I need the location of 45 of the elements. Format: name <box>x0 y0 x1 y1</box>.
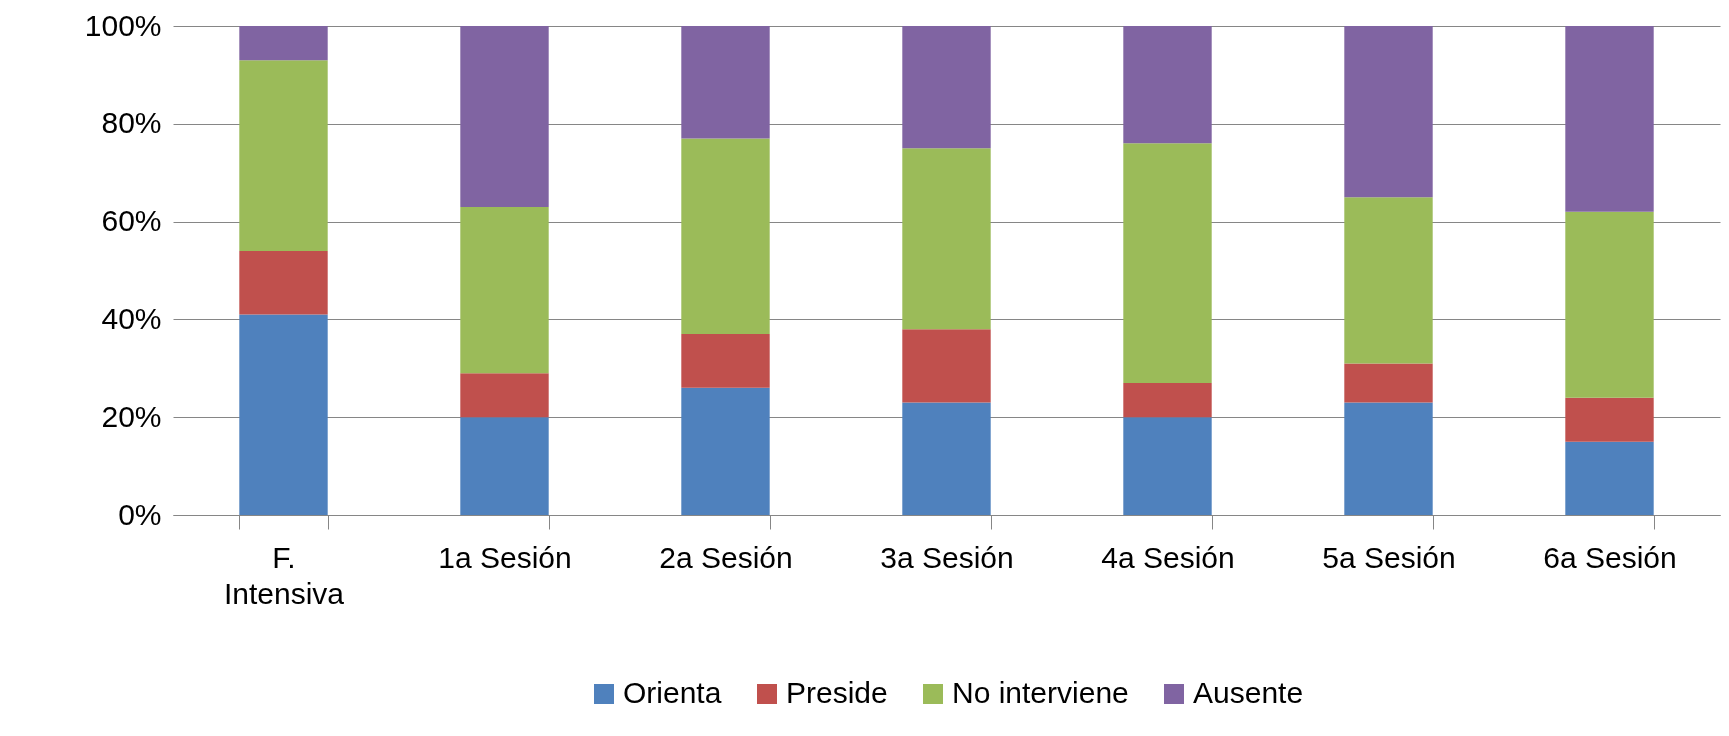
bar <box>1123 143 1212 383</box>
x-tick-label: F. Intensiva <box>223 540 345 610</box>
x-tick-label: 4a Sesión <box>1101 540 1235 574</box>
bar <box>1565 26 1654 212</box>
x-tick-label: 3a Sesión <box>880 540 1014 574</box>
bar <box>1565 211 1654 398</box>
bar <box>239 250 328 315</box>
bar <box>460 206 549 374</box>
bar <box>902 148 991 330</box>
bar <box>1565 397 1654 442</box>
legend-label: Ausente <box>1193 676 1304 709</box>
bar <box>902 402 991 515</box>
bar <box>681 138 770 335</box>
x-tick-label: 5a Sesión <box>1322 540 1456 574</box>
y-tick-label: 100% <box>84 8 162 42</box>
bar <box>1123 417 1212 515</box>
bar <box>1123 382 1212 418</box>
bar <box>1565 441 1654 515</box>
legend-label: No interviene <box>952 676 1129 709</box>
bar <box>902 26 991 149</box>
legend-label: Orienta <box>623 676 722 709</box>
x-tick-label: 2a Sesión <box>659 540 793 574</box>
bar <box>681 387 770 515</box>
bar <box>460 26 549 207</box>
y-tick-label: 80% <box>101 106 162 140</box>
y-tick-label: 60% <box>101 204 162 238</box>
y-tick-label: 40% <box>101 301 162 335</box>
bar <box>1344 402 1433 515</box>
bar <box>681 334 770 388</box>
bar <box>1123 26 1212 144</box>
bar <box>460 373 549 418</box>
bar <box>239 314 328 515</box>
bar <box>460 417 549 515</box>
bar <box>239 26 328 61</box>
legend-label: Preside <box>786 676 888 709</box>
x-tick-label: 6a Sesión <box>1543 540 1677 574</box>
bar <box>239 60 328 251</box>
y-tick-label: 20% <box>101 399 162 433</box>
bar <box>902 329 991 403</box>
bar <box>1344 26 1433 198</box>
bar <box>681 26 770 139</box>
bar <box>1344 363 1433 403</box>
y-tick-label: 0% <box>118 497 162 531</box>
bar <box>1344 197 1433 364</box>
x-tick-label: 1a Sesión <box>438 540 572 574</box>
